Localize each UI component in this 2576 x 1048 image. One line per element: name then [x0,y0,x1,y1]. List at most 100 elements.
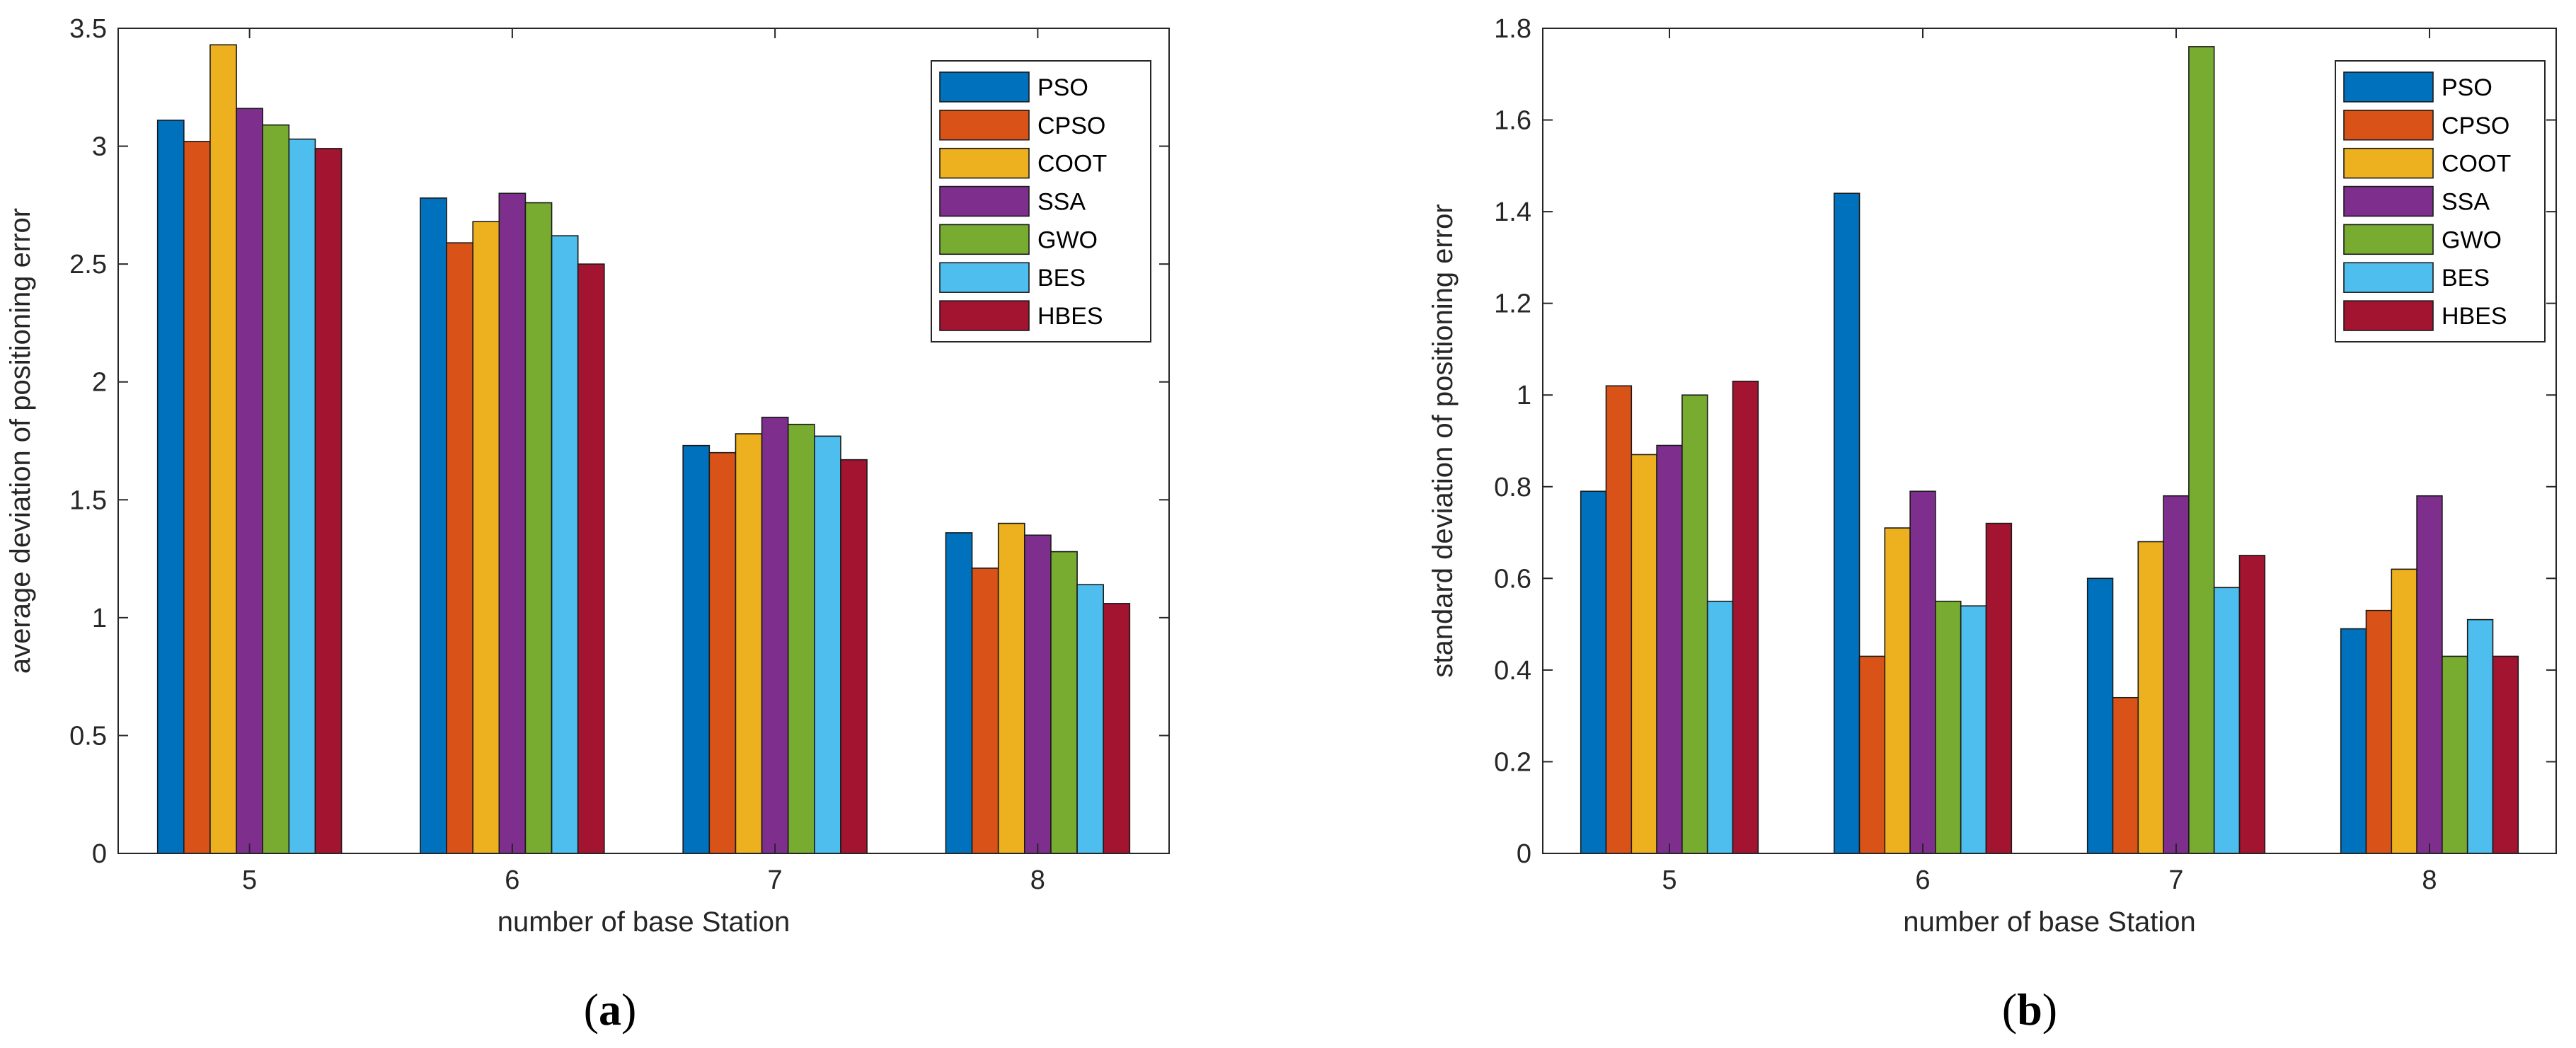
legend-label-gwo: GWO [2442,226,2502,253]
bar-pso-6 [1833,192,1861,854]
bar-bes-6 [1960,605,1987,854]
bar-bes-7 [2213,587,2241,854]
bar-bes-8 [1076,584,1104,854]
legend-label-cpso: CPSO [2442,113,2509,139]
bar-pso-8 [945,532,973,854]
y-tick-label: 0.2 [1494,747,1531,777]
legend-label-bes: BES [1037,265,1086,292]
bars-b [1580,46,2519,854]
bar-gwo-5 [1681,394,1708,854]
x-axis-label-a: number of base Station [498,906,790,938]
bar-cpso-5 [183,141,211,854]
y-tick-label: 1.4 [1494,197,1531,227]
y-axis-label-a: average deviation of positioning error [5,208,36,674]
bar-hbes-6 [1985,522,2013,854]
y-tick-label: 0 [1517,839,1531,869]
x-tick-label: 6 [1915,865,1930,895]
bar-cpso-7 [2112,696,2139,854]
legend-swatch-ssa [2343,185,2434,217]
x-axis-label-b: number of base Station [1903,906,2196,938]
caption-letter-b: b [2017,984,2042,1035]
bar-ssa-5 [236,108,263,854]
bar-bes-5 [1706,600,1734,854]
bar-gwo-8 [2442,655,2468,854]
legend-swatch-cpso [2343,110,2434,141]
bar-cpso-5 [1605,385,1633,854]
legend-label-cpso: CPSO [1037,113,1105,139]
bar-coot-6 [1884,527,1911,854]
legend-label-hbes: HBES [2442,303,2507,330]
bar-coot-7 [735,433,763,854]
bar-pso-6 [420,197,447,854]
y-tick-label: 2 [92,368,107,398]
bar-coot-6 [472,221,500,854]
legend-label-ssa: SSA [2442,189,2490,216]
y-tick-label: 3 [92,132,107,162]
legend-swatch-pso [939,71,1030,103]
legend-label-pso: PSO [2442,74,2492,101]
plot-frame-a [117,28,1170,854]
legend-label-hbes: HBES [1037,303,1103,330]
x-tick-label: 7 [2168,865,2183,895]
bar-ssa-7 [2163,495,2190,854]
legend-swatch-bes [2343,262,2434,293]
y-axis-label-b: standard deviation of positioning error [1427,204,1459,677]
bar-gwo-7 [2188,46,2215,854]
bar-bes-8 [2466,618,2494,854]
bar-bes-6 [551,235,579,854]
x-axis-b: 5 6 7 8 [1662,28,2437,895]
bar-coot-5 [1631,454,1657,854]
x-tick-label: 6 [505,865,519,895]
bar-hbes-8 [2492,655,2519,854]
caption-letter-a: a [599,984,621,1035]
legend-swatch-gwo [939,224,1030,255]
y-tick-label: 3.5 [69,14,107,44]
chart-b: 0 0.2 0.4 0.6 0.8 1 1.2 1.4 1.6 1.8 5 6 7 8 number o… [1427,14,2557,1035]
bar-coot-5 [209,44,237,854]
bar-hbes-6 [577,263,605,854]
bar-bes-7 [814,435,841,854]
legend-label-gwo: GWO [1037,226,1098,253]
legend-label-coot: COOT [1037,151,1107,178]
bar-hbes-7 [2238,555,2266,854]
bar-gwo-7 [787,423,815,854]
legend-a: PSO CPSO COOT SSA GWO BES HBES [931,60,1151,342]
bar-cpso-6 [446,242,473,854]
legend-swatch-coot [939,147,1030,179]
bar-pso-8 [2340,628,2367,854]
bar-ssa-7 [761,416,789,854]
x-tick-label: 7 [768,865,783,895]
bar-pso-7 [2086,577,2114,854]
y-tick-label: 1.6 [1494,106,1531,136]
x-tick-label: 5 [1662,865,1677,895]
bar-pso-7 [682,444,711,854]
bar-bes-5 [288,138,316,854]
legend-b: PSO CPSO COOT SSA GWO BES HBES [2335,60,2546,342]
legend-swatch-bes [939,262,1030,293]
legend-swatch-ssa [939,185,1030,217]
bar-coot-7 [2137,541,2164,854]
y-axis-a: 0 0.5 1 1.5 2 2.5 3 3.5 [69,14,1169,869]
plot-frame-b [1542,28,2557,854]
bar-coot-8 [997,522,1025,854]
bar-pso-5 [156,120,185,854]
y-axis-b: 0 0.2 0.4 0.6 0.8 1 1.2 1.4 1.6 1.8 [1494,14,2556,869]
y-tick-label: 1.2 [1494,289,1531,319]
y-tick-label: 1 [1517,381,1531,410]
legend-label-bes: BES [2442,265,2490,292]
bar-gwo-5 [262,124,290,854]
bar-ssa-6 [1909,490,1936,854]
bar-ssa-5 [1656,444,1683,854]
bar-hbes-5 [314,148,343,854]
legend-swatch-cpso [939,110,1030,141]
bars-a [156,44,1131,854]
bar-gwo-6 [1935,600,1962,854]
legend-label-pso: PSO [1037,74,1088,101]
legend-label-coot: COOT [2442,151,2511,178]
legend-swatch-gwo [2343,224,2434,255]
y-tick-label: 0.4 [1494,656,1531,686]
x-tick-label: 5 [242,865,257,895]
y-tick-label: 1.5 [69,485,107,515]
y-tick-label: 0.6 [1494,564,1531,594]
